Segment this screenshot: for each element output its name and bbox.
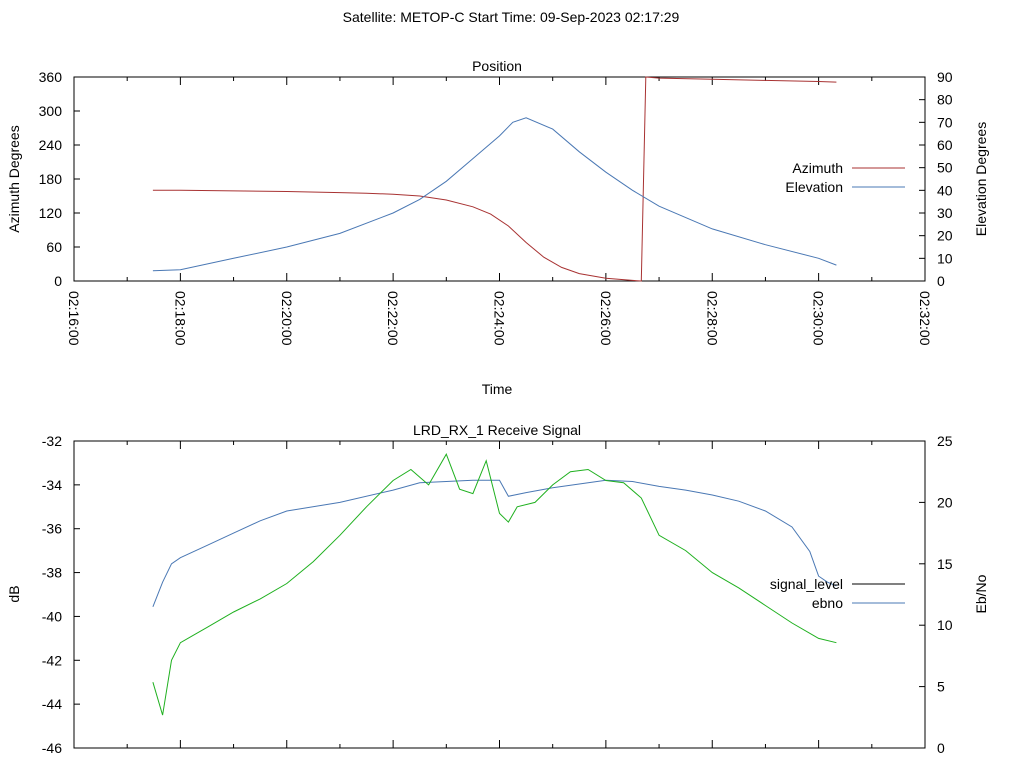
y2-tick-label: 50 [937, 160, 953, 176]
y2-tick-label: 20 [937, 494, 953, 510]
db-axis-label: dB [6, 585, 22, 602]
y2-tick-label: 30 [937, 205, 953, 221]
y2-tick-label: 25 [937, 433, 953, 449]
legend-label-Azimuth: Azimuth [792, 160, 843, 176]
position-chart: Position Azimuth Degrees Elevation Degre… [6, 58, 989, 397]
series-line-Azimuth [152, 76, 837, 282]
y2-tick-label: 40 [937, 182, 953, 198]
y-tick-label: 180 [39, 171, 63, 187]
y2-tick-label: 0 [937, 273, 945, 289]
x-tick-label: 02:32:00 [917, 291, 933, 346]
legend-label-ebno: ebno [812, 595, 843, 611]
legend-label-Elevation: Elevation [785, 179, 843, 195]
series-line-ebno [152, 479, 837, 607]
y-tick-label: 240 [39, 137, 63, 153]
y2-tick-label: 70 [937, 114, 953, 130]
receive-signal-plot-frame [73, 440, 926, 749]
receive-signal-chart: LRD_RX_1 Receive Signal dB Eb/No -46 -44 -… [6, 422, 989, 756]
legend-label-signal_level: signal_level [770, 576, 843, 592]
y-tick-label: -34 [42, 477, 62, 493]
x-tick-label: 02:26:00 [598, 291, 614, 346]
receive-signal-chart-title: LRD_RX_1 Receive Signal [413, 422, 581, 438]
y-tick-label: -36 [42, 521, 62, 537]
time-axis-label: Time [482, 381, 513, 397]
page-title: Satellite: METOP-C Start Time: 09-Sep-20… [343, 9, 680, 25]
series-line-signal-trace-2 [152, 453, 837, 716]
y2-tick-label: 80 [937, 92, 953, 108]
x-tick-label: 02:16:00 [66, 291, 82, 346]
y-tick-label: 300 [39, 103, 63, 119]
y2-tick-label: 60 [937, 137, 953, 153]
y-tick-label: -32 [42, 433, 62, 449]
y-tick-label: 120 [39, 205, 63, 221]
ebno-axis-label: Eb/No [973, 574, 989, 613]
x-tick-label: 02:18:00 [172, 291, 188, 346]
y2-tick-label: 5 [937, 679, 945, 695]
series-line-Elevation [152, 117, 837, 272]
y-tick-label: 360 [39, 69, 63, 85]
y-tick-label: 0 [54, 273, 62, 289]
y-tick-label: -38 [42, 565, 62, 581]
x-tick-label: 02:20:00 [279, 291, 295, 346]
y-tick-label: -46 [42, 740, 62, 756]
x-tick-label: 02:30:00 [811, 291, 827, 346]
y-tick-label: -42 [42, 652, 62, 668]
y2-tick-label: 10 [937, 617, 953, 633]
y2-tick-label: 20 [937, 228, 953, 244]
y2-tick-label: 15 [937, 556, 953, 572]
y2-tick-label: 10 [937, 250, 953, 266]
azimuth-axis-label: Azimuth Degrees [6, 125, 22, 232]
x-tick-label: 02:28:00 [704, 291, 720, 346]
x-tick-label: 02:22:00 [385, 291, 401, 346]
y-tick-label: 60 [46, 239, 62, 255]
x-tick-label: 02:24:00 [492, 291, 508, 346]
y2-tick-label: 90 [937, 69, 953, 85]
y2-tick-label: 0 [937, 740, 945, 756]
y-tick-label: -40 [42, 608, 62, 624]
position-chart-title: Position [472, 58, 522, 74]
elevation-axis-label: Elevation Degrees [973, 122, 989, 236]
y-tick-label: -44 [42, 696, 62, 712]
